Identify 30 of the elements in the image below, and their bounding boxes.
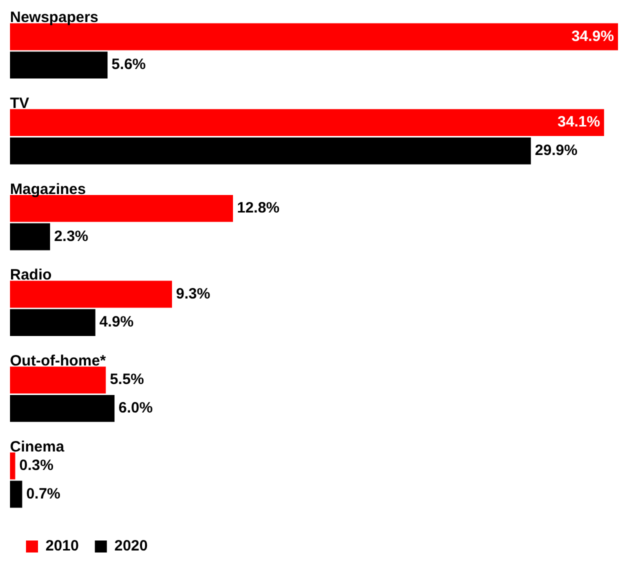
bar (10, 109, 604, 136)
bar (10, 366, 106, 394)
data-label: 29.9% (534, 142, 578, 160)
data-label: 5.5% (110, 371, 144, 388)
data-label: 4.9% (99, 314, 134, 331)
legend-label: 2010 (46, 538, 79, 555)
bar (10, 452, 16, 480)
bar (10, 280, 172, 308)
data-label: 5.6% (112, 56, 146, 74)
bar (10, 394, 115, 422)
y-tick-label: TV (10, 94, 30, 112)
bar (10, 52, 108, 79)
y-tick-label: Out-of-home* (10, 352, 106, 370)
y-tick-label: Newspapers (10, 9, 98, 26)
data-label: 12.8% (236, 200, 280, 217)
bar (10, 137, 531, 164)
y-tick-label: Cinema (10, 438, 65, 456)
legend-label: 2020 (114, 538, 148, 555)
bar (10, 309, 96, 336)
data-label: 34.9% (571, 28, 614, 45)
data-label: 34.1% (558, 114, 600, 131)
bar (10, 480, 22, 508)
bar (10, 223, 50, 250)
y-tick-label: Magazines (10, 180, 86, 198)
data-label: 0.3% (19, 457, 54, 474)
data-label: 2.3% (54, 228, 88, 245)
data-label: 6.0% (118, 400, 153, 417)
data-label: 0.7% (26, 485, 60, 502)
data-label: 9.3% (176, 285, 210, 302)
y-tick-label: Radio (10, 266, 52, 284)
